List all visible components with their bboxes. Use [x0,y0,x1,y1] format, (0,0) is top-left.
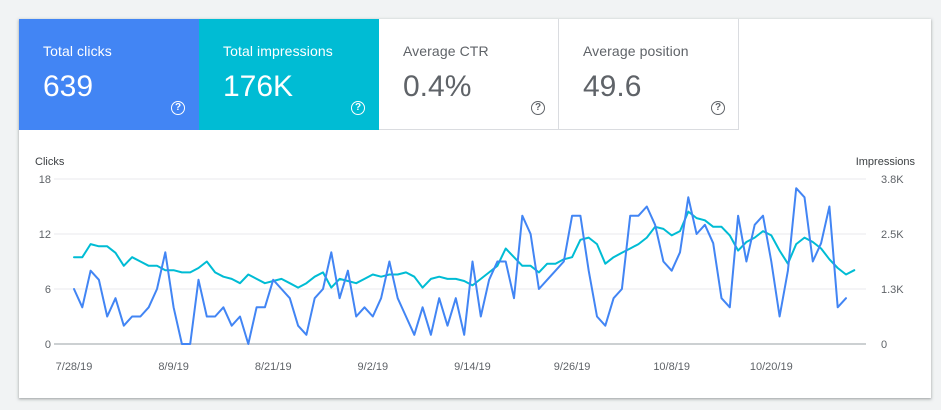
x-tick-label: 9/2/19 [358,361,389,373]
performance-card: Total clicks 639? Total impressions 176K? Av… [19,19,931,398]
metric-value: 49.6 [583,70,642,103]
metric-tile-average-position[interactable]: Average position 49.6? [559,19,739,130]
metric-label: Total clicks [43,43,112,59]
left-tick-label: 18 [39,174,51,186]
left-tick-label: 6 [45,284,51,296]
metric-tile-total-clicks[interactable]: Total clicks 639? [19,19,199,130]
left-tick-label: 0 [45,339,51,351]
help-icon[interactable]: ? [531,101,545,115]
x-tick-label: 8/21/19 [255,361,292,373]
metric-tile-total-impressions[interactable]: Total impressions 176K? [199,19,379,130]
right-tick-label: 1.3K [881,284,904,296]
right-axis-label: Impressions [856,156,916,168]
x-tick-label: 9/14/19 [454,361,491,373]
series-line-impressions [73,210,856,289]
series-line-clicks [73,187,847,345]
x-tick-label: 10/20/19 [750,361,793,373]
left-axis-label: Clicks [35,156,65,168]
left-tick-label: 12 [39,229,51,241]
metric-value: 639 [43,70,94,103]
help-icon[interactable]: ? [351,101,365,115]
metric-label: Average CTR [403,43,489,59]
right-tick-label: 0 [881,339,887,351]
performance-chart: Clicks Impressions 18 12 6 0 3.8K 2.5K 1.3K 0 7/28… [35,156,916,373]
metric-label: Total impressions [223,43,333,59]
metric-label: Average position [583,43,689,59]
right-tick-label: 2.5K [881,229,904,241]
x-tick-label: 7/28/19 [56,361,93,373]
right-tick-label: 3.8K [881,174,904,186]
help-icon[interactable]: ? [171,101,185,115]
help-icon[interactable]: ? [711,101,725,115]
metric-value: 176K [223,70,294,103]
x-tick-label: 8/9/19 [158,361,189,373]
x-tick-label: 10/8/19 [653,361,690,373]
metric-value: 0.4% [403,70,472,103]
metric-tile-average-ctr[interactable]: Average CTR 0.4%? [379,19,559,130]
x-tick-label: 9/26/19 [554,361,591,373]
metric-tiles: Total clicks 639? Total impressions 176K? Av… [19,19,739,130]
